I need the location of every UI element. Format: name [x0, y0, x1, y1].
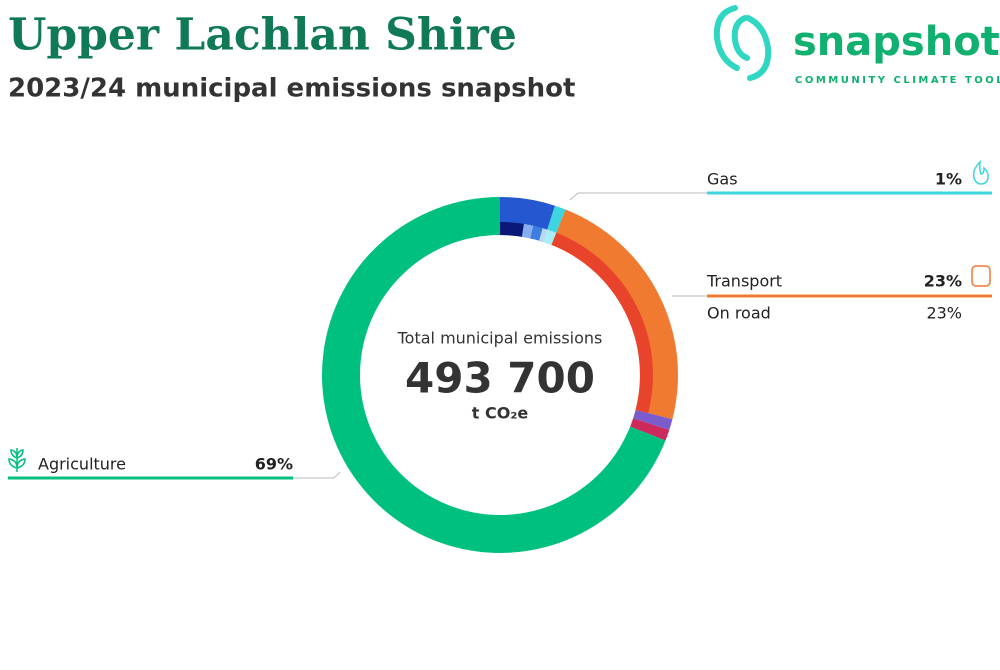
logo: snapshot COMMUNITY CLIMATE TOOL — [713, 5, 1000, 86]
callout-value: 69% — [255, 455, 293, 474]
leader-line — [569, 192, 707, 201]
transport-icon — [971, 265, 991, 287]
callout-sub-label: On road — [707, 304, 771, 323]
leader-line — [293, 471, 341, 479]
center-total: 493 700 — [405, 354, 595, 403]
agriculture-icon — [8, 448, 26, 472]
donut-segment — [633, 409, 673, 431]
logo-tagline: COMMUNITY CLIMATE TOOL — [795, 75, 1000, 86]
callout-sub-value: 23% — [926, 304, 962, 323]
callout-label: Transport — [706, 272, 782, 291]
callout-value: 23% — [924, 272, 962, 291]
callout-label: Agriculture — [38, 455, 126, 474]
donut-segment — [500, 222, 524, 237]
callout-label: Gas — [707, 170, 738, 189]
callout-value: 1% — [935, 170, 962, 189]
donut-segment — [539, 228, 548, 242]
donut-segment — [530, 225, 543, 241]
donut-segment — [543, 229, 557, 245]
donut-segment — [551, 232, 653, 414]
logo-name: snapshot — [793, 19, 1000, 65]
gas-icon — [972, 159, 989, 185]
donut-segment — [630, 418, 670, 441]
chart-subtitle: 2023/24 municipal emissions snapshot — [8, 74, 575, 104]
center-caption: Total municipal emissions — [397, 329, 603, 348]
center-unit: t CO₂e — [472, 404, 529, 423]
chart-title: Upper Lachlan Shire — [8, 10, 517, 61]
donut-segment — [521, 223, 534, 239]
